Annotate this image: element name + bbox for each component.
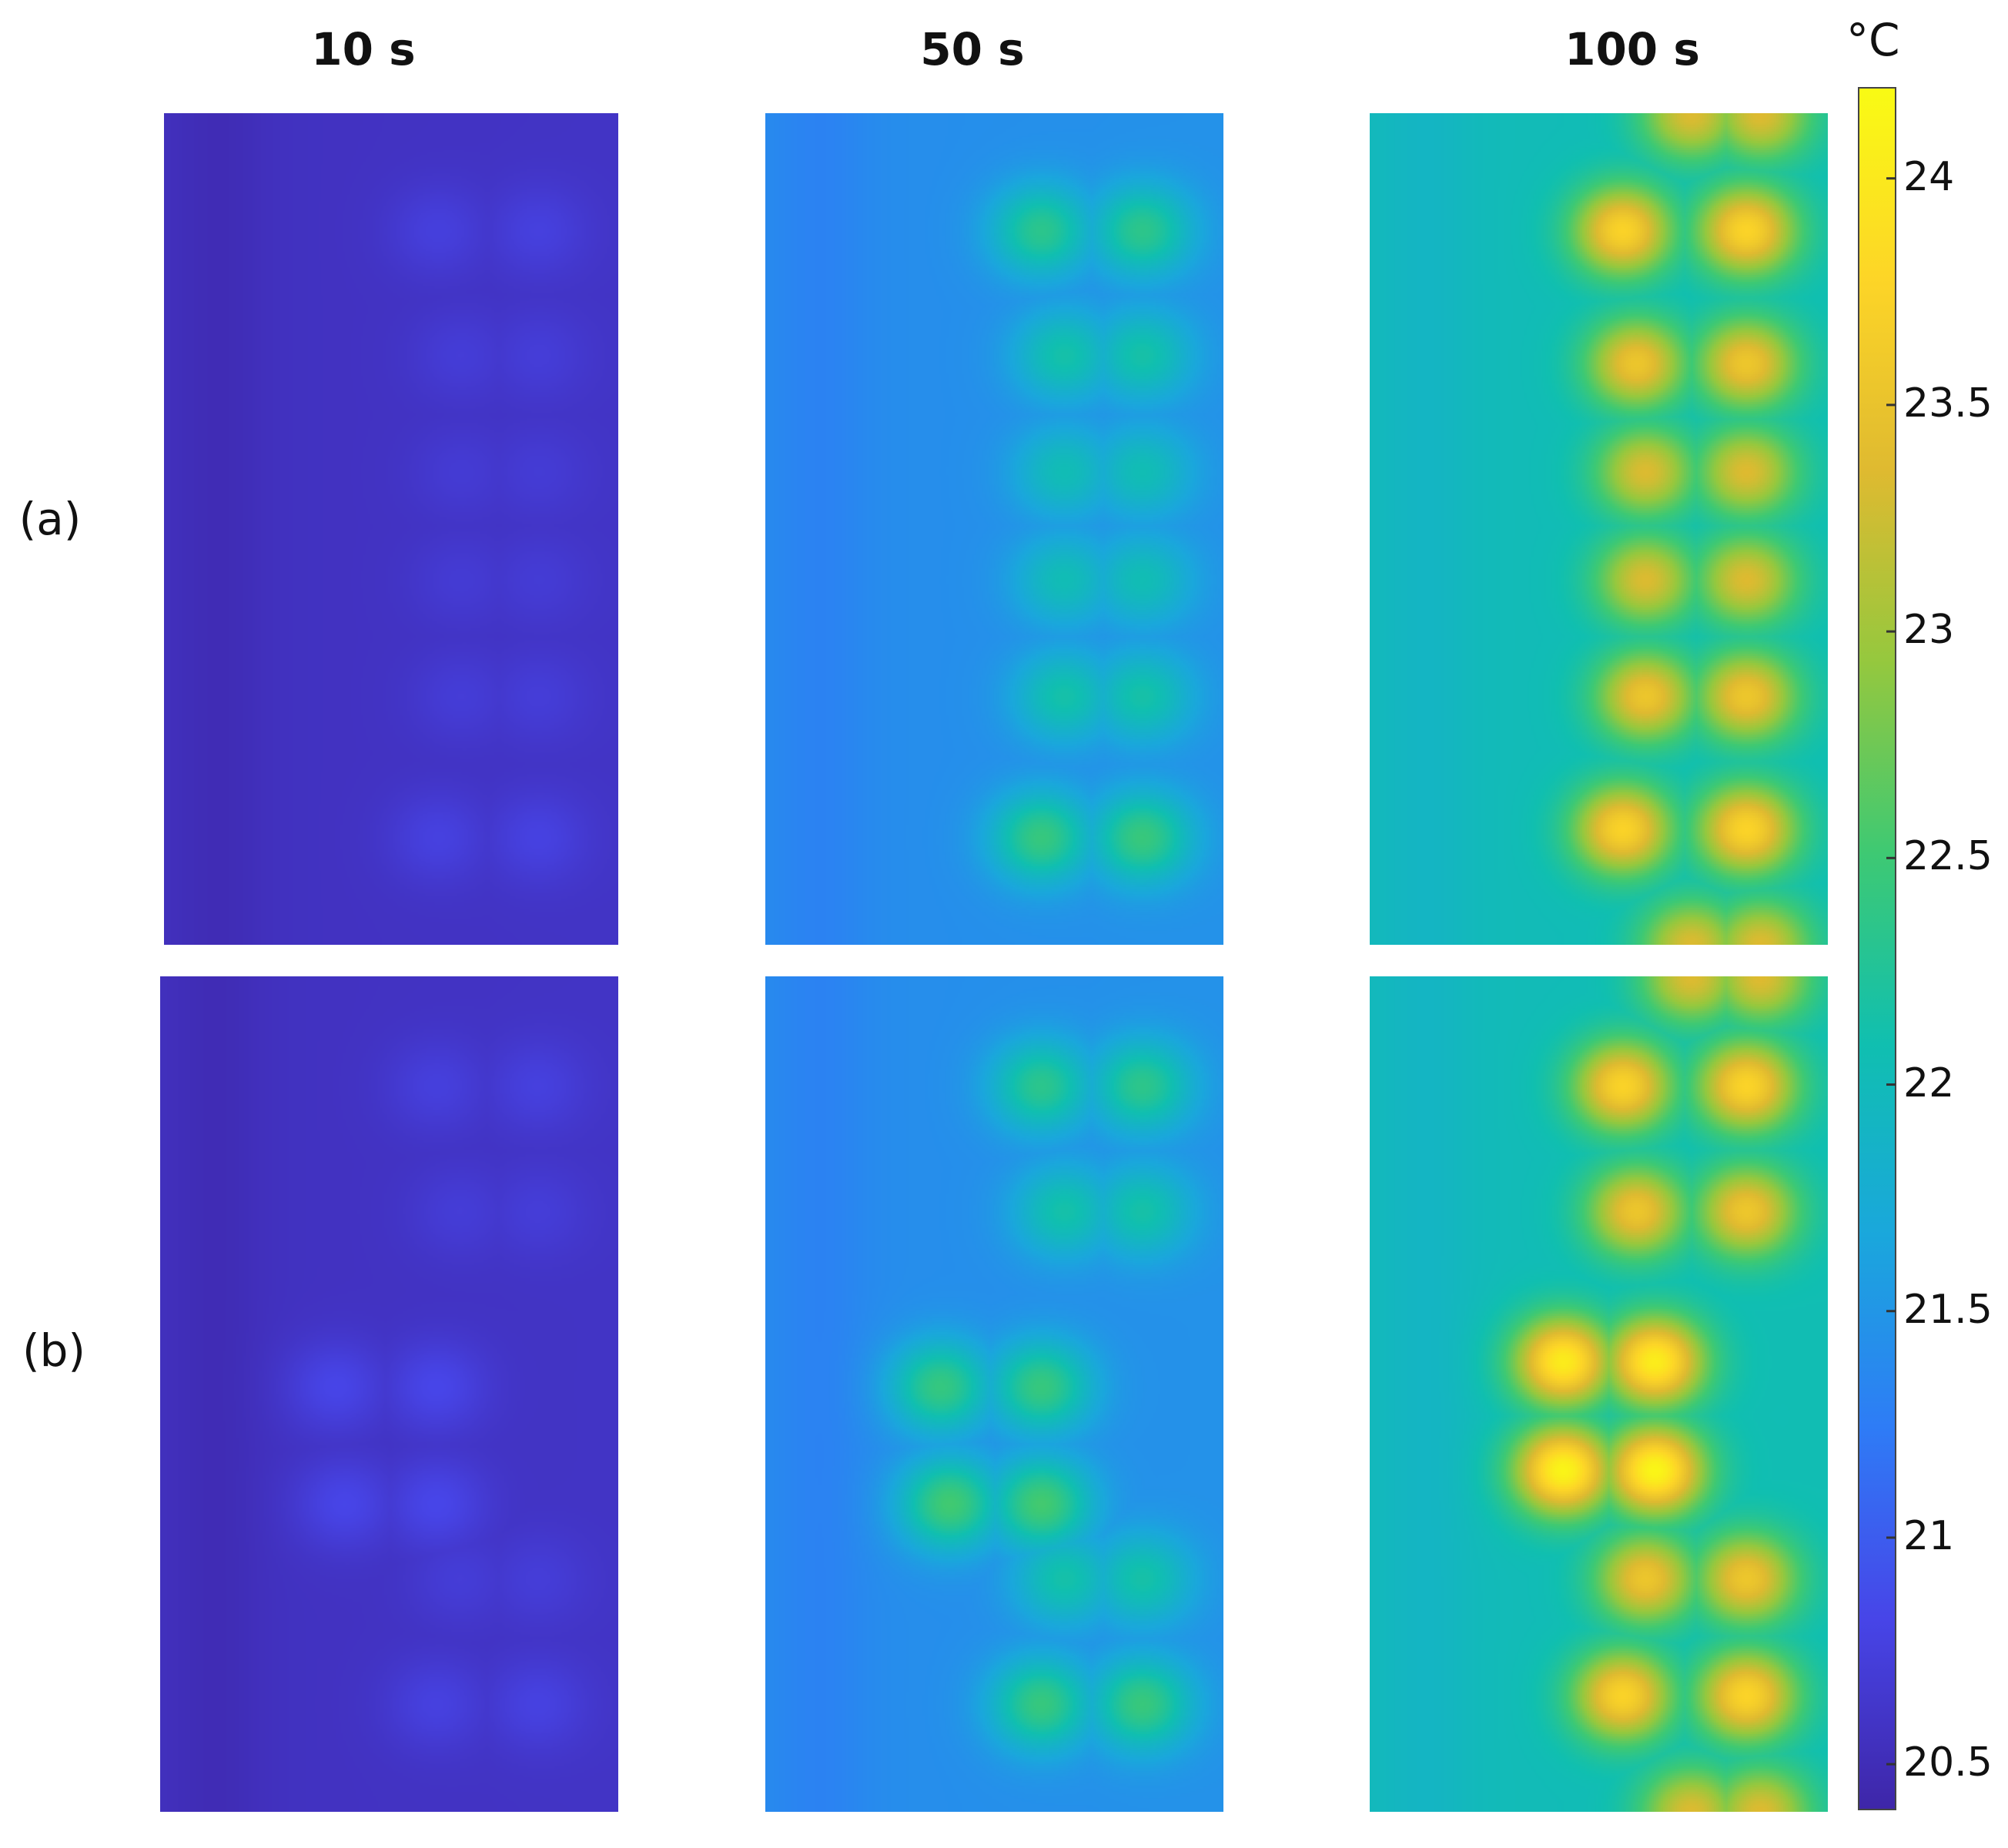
colorbar-scale (1858, 87, 1896, 1810)
heatmap-panel-b-50s (765, 976, 1223, 1812)
heatmap-panel-a-50s (765, 113, 1223, 945)
colorbar-tick-label: 20.5 (1903, 1739, 1993, 1786)
colorbar-tick-label: 22.5 (1903, 833, 1993, 880)
colorbar-unit: °C (1846, 14, 1900, 66)
column-title-100s: 100 s (1565, 23, 1700, 75)
column-title-10s: 10 s (311, 23, 416, 75)
colorbar-tick-label: 24 (1903, 153, 1955, 200)
colorbar (1858, 87, 1896, 1810)
colorbar-tick-label: 21.5 (1903, 1286, 1993, 1333)
column-title-50s: 50 s (920, 23, 1025, 75)
heatmap-panel-b-10s (160, 976, 618, 1812)
row-label-b: (b) (22, 1324, 86, 1377)
heatmap-panel-a-100s (1370, 113, 1828, 945)
colorbar-tick-label: 21 (1903, 1512, 1955, 1559)
colorbar-ticks (1886, 177, 1896, 1766)
heatmap-panel-a-10s (164, 113, 618, 945)
colorbar-tick-label: 23.5 (1903, 380, 1993, 427)
row-label-a: (a) (18, 493, 82, 545)
heatmap-panel-b-100s (1370, 976, 1828, 1812)
colorbar-tick-label: 22 (1903, 1060, 1955, 1106)
colorbar-tick-label: 23 (1903, 607, 1955, 654)
